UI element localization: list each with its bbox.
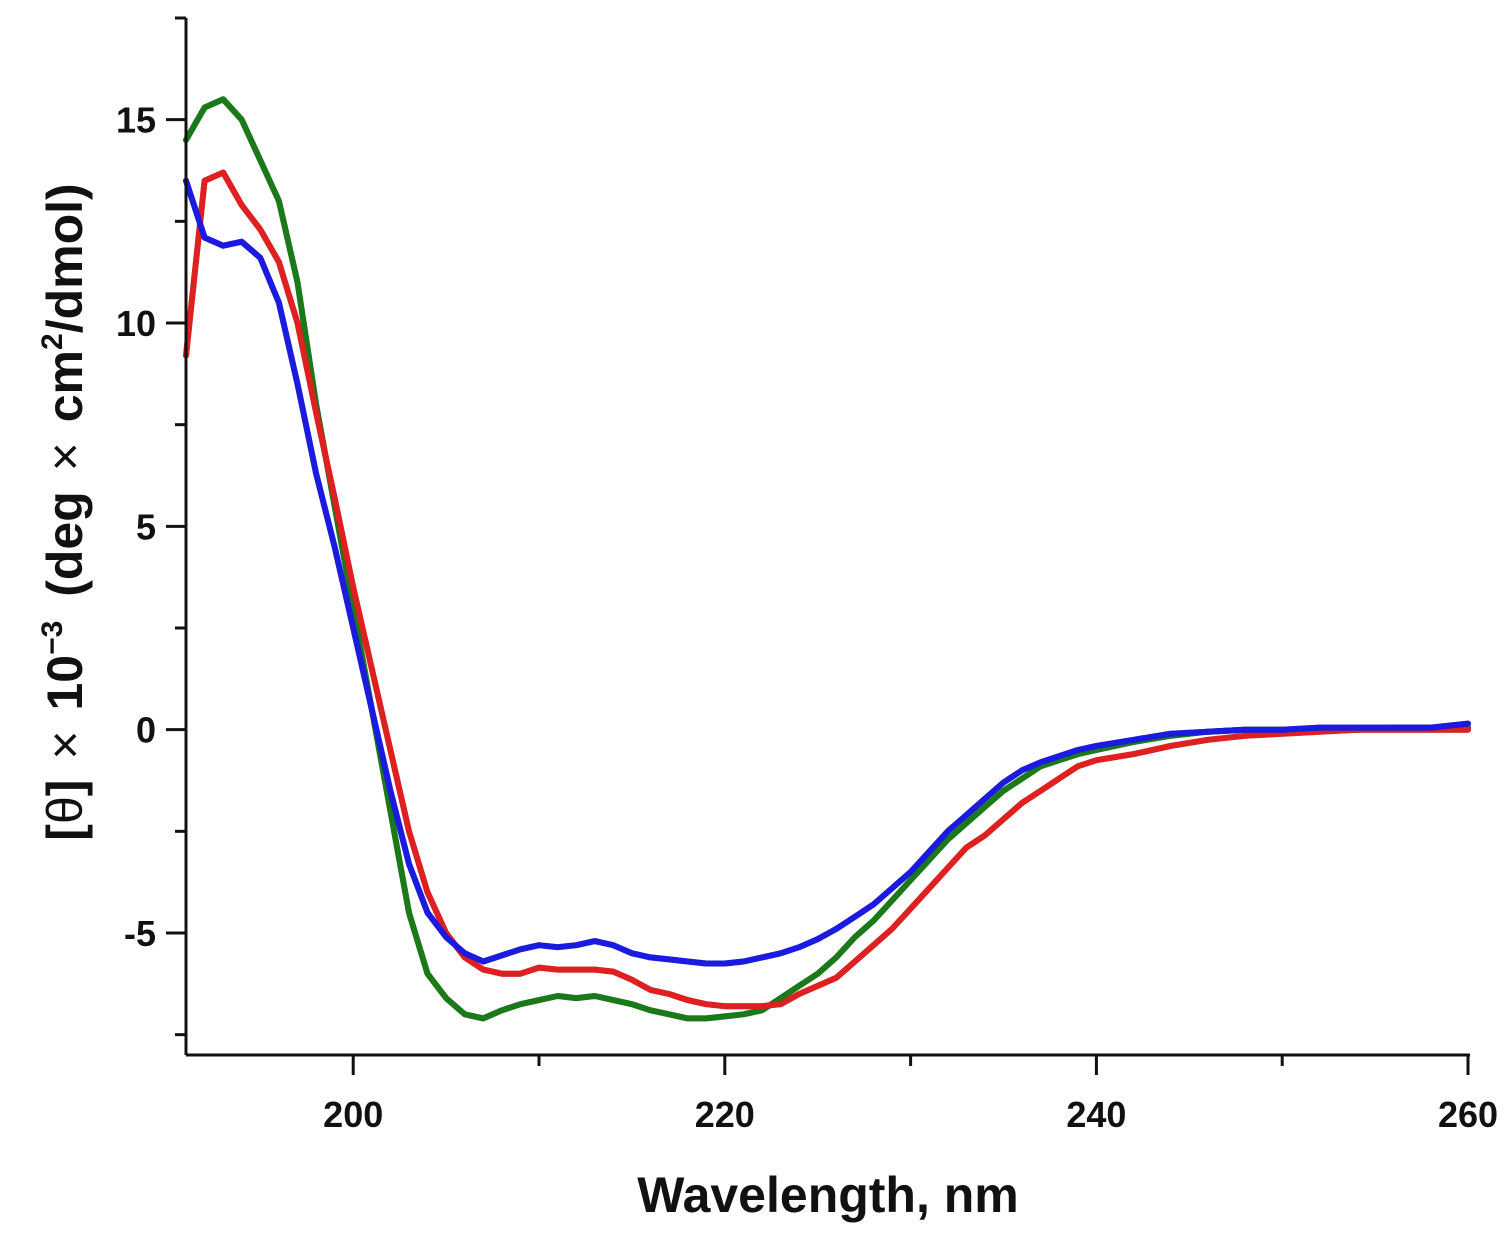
- y-title-bracket-open: [: [37, 824, 93, 841]
- y-title-times-2: ×: [37, 442, 93, 471]
- series-line-red: [183, 169, 1471, 1010]
- y-title-unit-open: (deg: [37, 491, 93, 597]
- y-title-ten: 10: [37, 655, 93, 711]
- series-line-blue: [183, 177, 1471, 967]
- y-tick-label: 5: [136, 506, 156, 547]
- y-title-theta: θ: [37, 796, 93, 824]
- series-line-green-outline: [183, 96, 1471, 1022]
- y-tick-label: -5: [124, 913, 156, 954]
- y-title-bracket-close: ]: [37, 780, 93, 797]
- y-tick-label: 15: [116, 100, 156, 141]
- y-axis-title: [θ] × 10−3 (deg × cm2/dmol): [17, 183, 93, 840]
- x-tick-label: 240: [1066, 1094, 1126, 1135]
- y-tick-label: 10: [116, 303, 156, 344]
- x-axis-title: Wavelength, nm: [637, 1167, 1019, 1223]
- y-title-unit-close: /dmol): [37, 183, 93, 333]
- y-axis-ticks: -5 0 5 10 15: [116, 16, 186, 1037]
- x-axis-ticks: 200 220 240 260: [323, 1055, 1498, 1135]
- y-title-cm-exponent: 2: [36, 333, 69, 350]
- series-line-blue-outline: [183, 177, 1471, 967]
- x-tick-label: 220: [695, 1094, 755, 1135]
- x-tick-label: 260: [1438, 1094, 1498, 1135]
- series-line-red-outline: [183, 169, 1471, 1010]
- series-line-green: [183, 96, 1471, 1022]
- y-title-times-1: ×: [37, 730, 93, 759]
- y-title-exponent: −3: [36, 621, 69, 655]
- plot-area: [183, 96, 1471, 1022]
- y-tick-label: 0: [136, 710, 156, 751]
- x-tick-label: 200: [323, 1094, 383, 1135]
- y-title-cm: cm: [37, 350, 93, 422]
